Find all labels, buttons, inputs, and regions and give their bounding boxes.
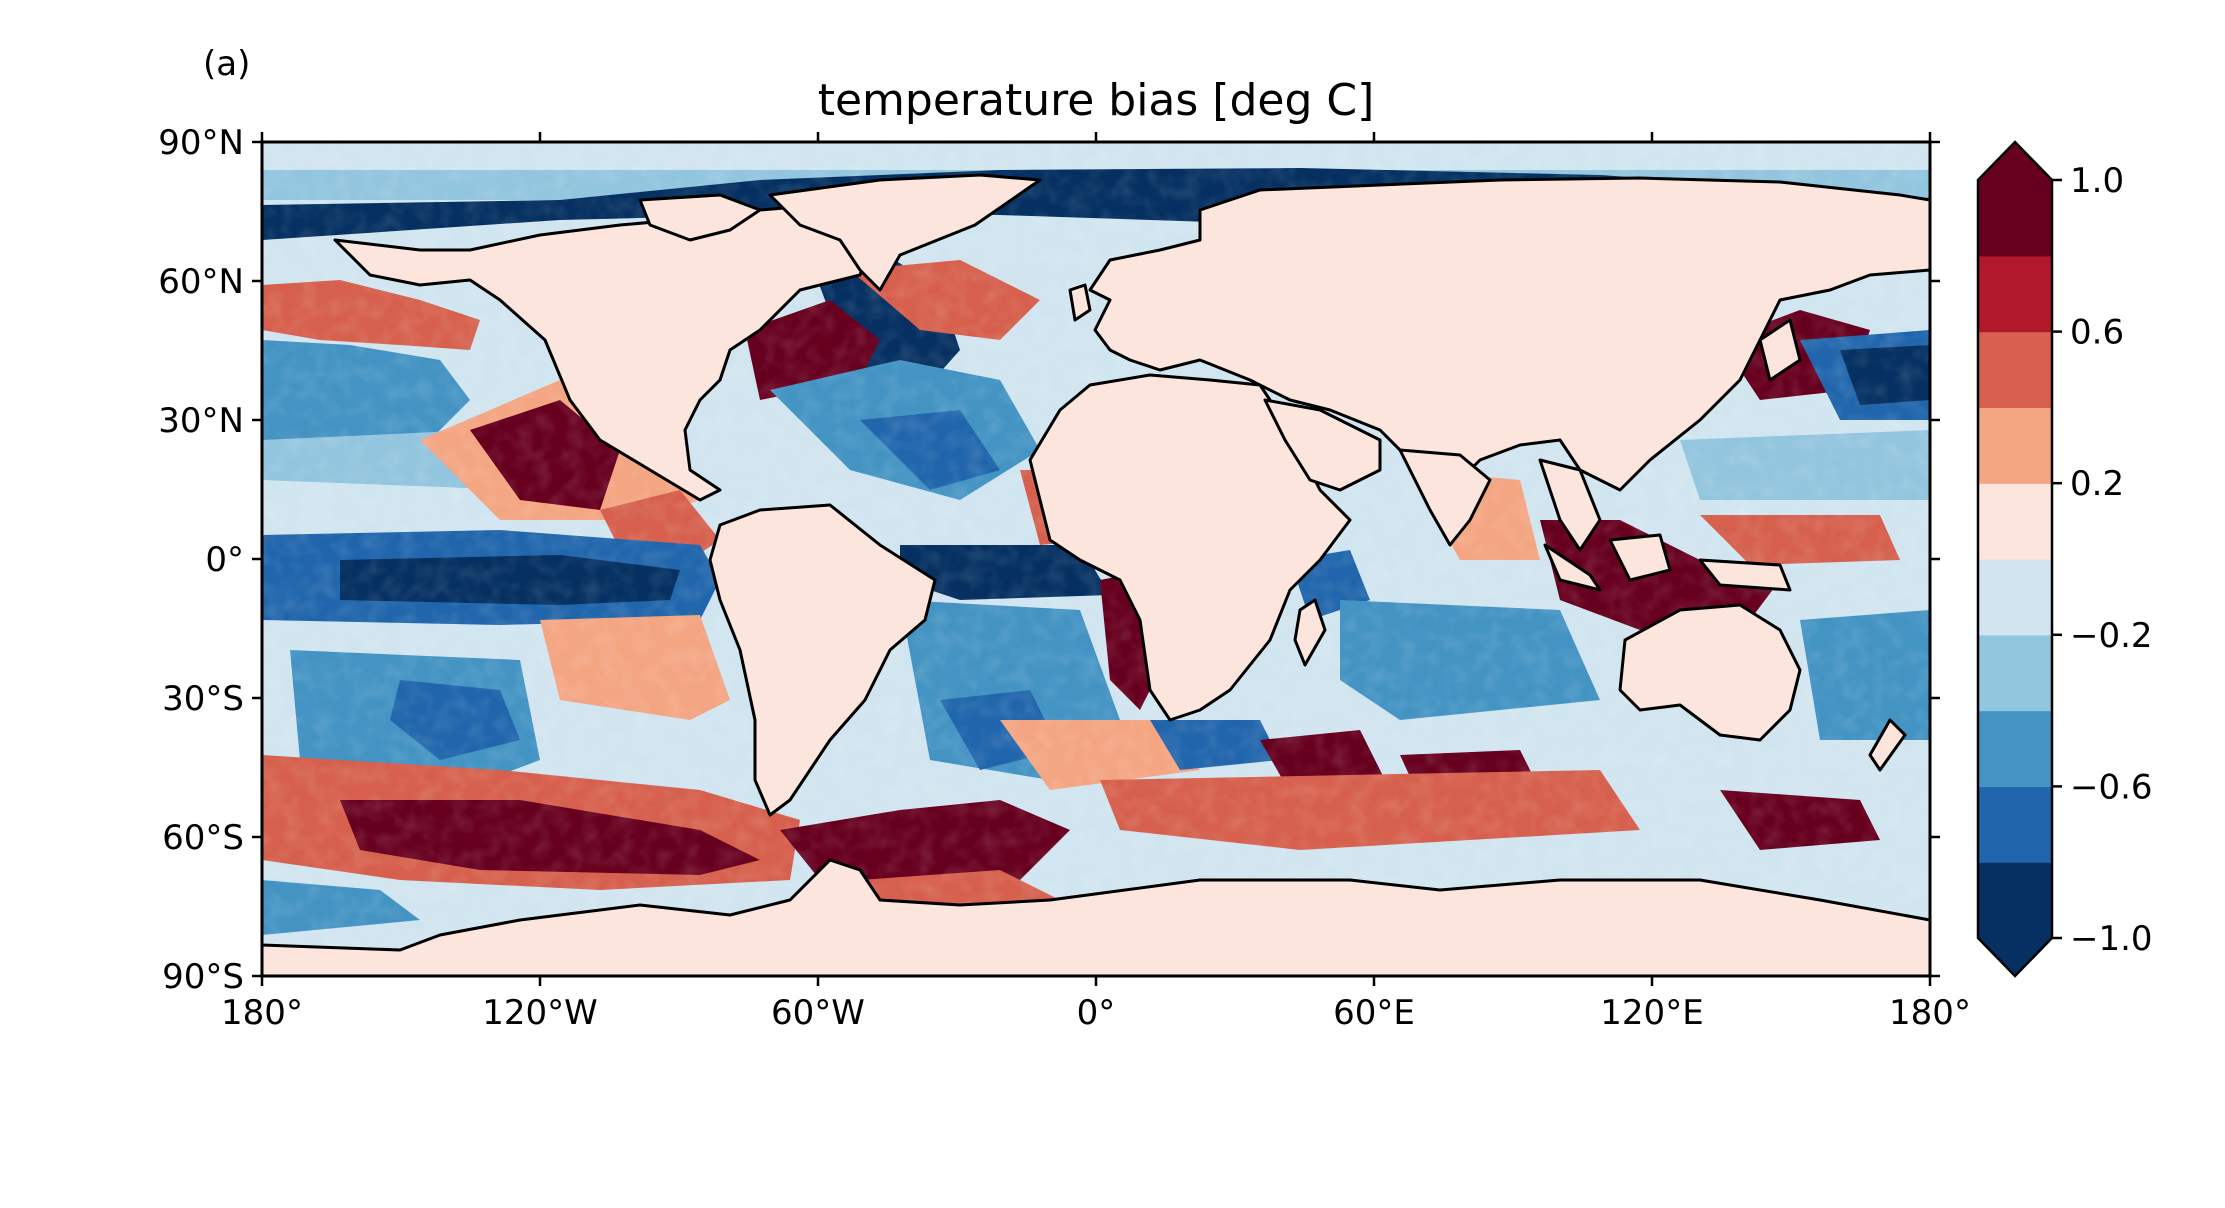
colorbar-tick-label: −0.6 — [2070, 767, 2153, 807]
lon-tick-label: 180° — [1889, 993, 1971, 1033]
africa — [1028, 373, 1352, 722]
lon-tick-label: 120°E — [1600, 993, 1703, 1033]
lat-tick-label: 60°N — [158, 262, 244, 302]
colorbar-segment — [1978, 255, 2052, 333]
colorbar-segment — [1978, 407, 2052, 484]
lon-tick-label: 120°W — [482, 993, 598, 1033]
map-area — [262, 142, 1930, 976]
lat-tick-label: 30°S — [162, 679, 244, 719]
lat-tick-label: 0° — [205, 540, 244, 580]
sumatra — [1543, 543, 1602, 592]
colorbar-tick-label: 0.6 — [2070, 313, 2124, 353]
arabia — [1263, 398, 1382, 492]
new-guinea — [1698, 558, 1792, 592]
uk — [1068, 283, 1092, 322]
colorbar-segment — [1978, 786, 2052, 863]
lat-tick-label: 60°S — [162, 818, 244, 858]
south-america — [708, 503, 937, 817]
lat-tick-label: 90°N — [158, 123, 244, 163]
canadian-archipelago — [638, 193, 762, 242]
land-masses — [262, 173, 1930, 976]
colorbar-segment — [1978, 559, 2052, 636]
lat-tick-label: 90°S — [162, 957, 244, 997]
lon-tick-label: 60°W — [771, 993, 865, 1033]
madagascar — [1293, 598, 1327, 667]
colorbar-extend-max — [1978, 142, 2052, 180]
colorbar-segment — [1978, 331, 2052, 408]
colorbar-tick-label: 1.0 — [2070, 161, 2124, 201]
colorbar-tick-label: −1.0 — [2070, 919, 2153, 959]
japan — [1758, 318, 1802, 382]
eurasia — [1088, 176, 1930, 502]
colorbar-segment — [1978, 862, 2052, 939]
lon-tick-label: 0° — [1077, 993, 1116, 1033]
map-title: temperature bias [deg C] — [818, 75, 1375, 126]
lon-tick-label: 60°E — [1333, 993, 1415, 1033]
colorbar-segment — [1978, 634, 2052, 712]
panel-label: (a) — [203, 44, 250, 84]
colorbar-extend-min — [1978, 938, 2052, 976]
antarctica — [262, 858, 1930, 976]
colorbar-tick-label: −0.2 — [2070, 616, 2153, 656]
colorbar: −1.0 −0.6 −0.2 0.2 0.6 1.0 — [1976, 140, 2153, 978]
australia — [1618, 603, 1802, 742]
colorbar-tick-label: 0.2 — [2070, 464, 2124, 504]
india — [1398, 448, 1492, 547]
colorbar-segment — [1978, 710, 2052, 787]
lat-tick-label: 30°N — [158, 401, 244, 441]
new-zealand — [1868, 718, 1907, 772]
indochina — [1538, 458, 1602, 552]
lon-axis: 180° 120°W 60°W 0° 60°E 120°E 180° — [221, 132, 1971, 1033]
colorbar-segment — [1978, 483, 2052, 560]
lon-tick-label: 180° — [221, 993, 303, 1033]
greenland — [768, 173, 1042, 292]
borneo — [1608, 533, 1672, 582]
lat-axis: 90°N 60°N 30°N 0° 30°S 60°S 90°S — [158, 123, 1940, 997]
colorbar-segment — [1978, 180, 2052, 257]
